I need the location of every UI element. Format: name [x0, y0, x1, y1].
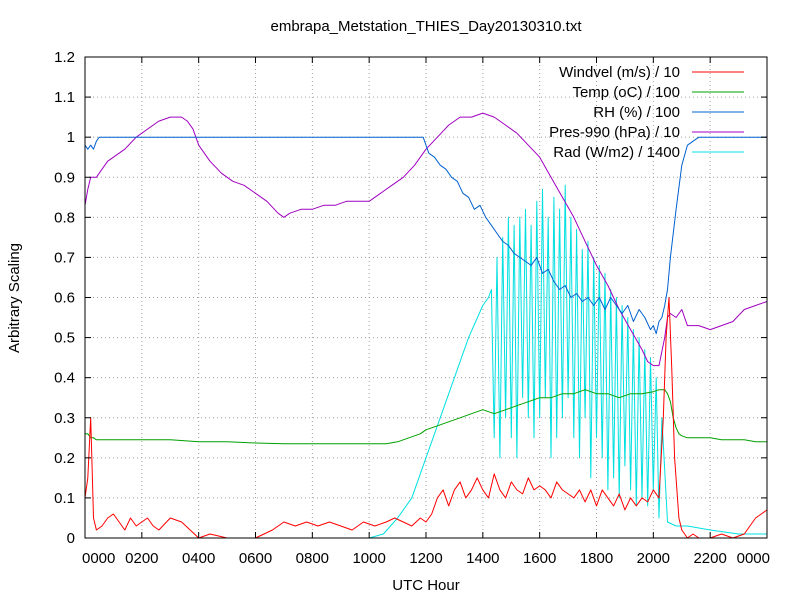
x-tick-label: 1200 — [409, 550, 442, 567]
series-line-3 — [84, 112, 768, 367]
series-line-2 — [84, 136, 767, 335]
series-line-0 — [84, 297, 768, 539]
x-tick-label: 1800 — [580, 550, 613, 567]
x-tick-label: 0600 — [239, 550, 272, 567]
x-tick-label: 2000 — [637, 550, 670, 567]
y-tick-label: 1.1 — [54, 89, 75, 106]
y-tick-label: 0.8 — [54, 209, 75, 226]
y-axis-label: Arbitrary Scaling — [6, 243, 23, 353]
legend-label: Windvel (m/s) / 10 — [559, 64, 680, 81]
y-tick-label: 1.2 — [54, 49, 75, 66]
y-tick-label: 0.9 — [54, 169, 75, 186]
y-tick-label: 1 — [67, 129, 75, 146]
y-tick-label: 0.1 — [54, 490, 75, 507]
legend-label: Pres-990 (hPa) / 10 — [549, 124, 680, 141]
x-tick-label: 1400 — [466, 550, 499, 567]
y-tick-label: 0.7 — [54, 249, 75, 266]
x-tick-label: 2200 — [693, 550, 726, 567]
chart-title: embrapa_Metstation_THIES_Day20130310.txt — [270, 18, 582, 35]
x-axis-label: UTC Hour — [392, 577, 460, 594]
x-tick-label: 0000 — [82, 550, 115, 567]
y-tick-label: 0.2 — [54, 450, 75, 467]
y-tick-label: 0.5 — [54, 330, 75, 347]
series-line-1 — [85, 389, 767, 445]
x-tick-label: 0400 — [182, 550, 215, 567]
x-tick-label: 0000 — [737, 550, 770, 567]
y-tick-label: 0.3 — [54, 410, 75, 427]
x-tick-label: 1000 — [352, 550, 385, 567]
legend-label: Rad (W/m2) / 1400 — [553, 144, 680, 161]
x-tick-label: 0200 — [125, 550, 158, 567]
y-tick-label: 0.4 — [54, 370, 75, 387]
axis-ticks: 0 0.1 0.2 0.3 0.4 0.5 0.6 0.7 0.8 0.9 1 1.1 1.2 0000 0… — [54, 49, 770, 567]
legend: Windvel (m/s) / 10 Temp (oC) / 100 RH (%) … — [549, 64, 744, 161]
y-tick-label: 0.6 — [54, 290, 75, 307]
legend-label: Temp (oC) / 100 — [572, 84, 680, 101]
y-tick-label: 0 — [67, 530, 75, 547]
legend-label: RH (%) / 100 — [593, 104, 680, 121]
series-lines — [84, 112, 768, 539]
x-tick-label: 1600 — [523, 550, 556, 567]
x-tick-label: 0800 — [296, 550, 329, 567]
